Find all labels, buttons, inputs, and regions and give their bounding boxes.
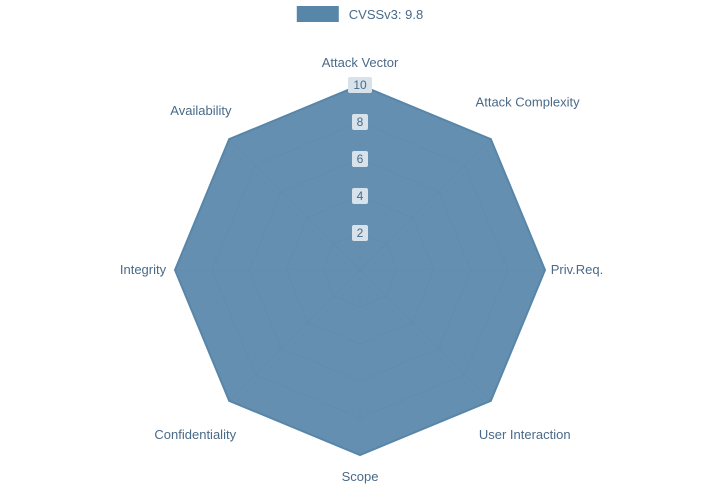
axis-label: Confidentiality	[154, 427, 236, 442]
tick-label: 6	[357, 152, 364, 166]
axis-label: Attack Vector	[322, 55, 399, 70]
tick-label: 10	[353, 78, 367, 92]
data-polygon	[175, 85, 545, 455]
tick-label: 2	[357, 226, 364, 240]
legend: CVSSv3: 9.8	[297, 6, 423, 22]
radar-chart-container: CVSSv3: 9.8 2 4 6 8 10 Attack Vector Attack Co…	[0, 0, 720, 504]
legend-swatch	[297, 6, 339, 22]
axis-label: Integrity	[120, 262, 167, 277]
axis-label: Availability	[170, 103, 232, 118]
tick-label: 4	[357, 189, 364, 203]
axis-label: Scope	[342, 469, 379, 484]
radar-chart: 2 4 6 8 10 Attack Vector Attack Complexity Priv…	[0, 0, 720, 504]
axis-label: Attack Complexity	[476, 94, 581, 109]
legend-label: CVSSv3: 9.8	[349, 7, 423, 22]
axis-label: User Interaction	[479, 427, 571, 442]
axis-label: Priv.Req.	[551, 262, 604, 277]
tick-label: 8	[357, 115, 364, 129]
